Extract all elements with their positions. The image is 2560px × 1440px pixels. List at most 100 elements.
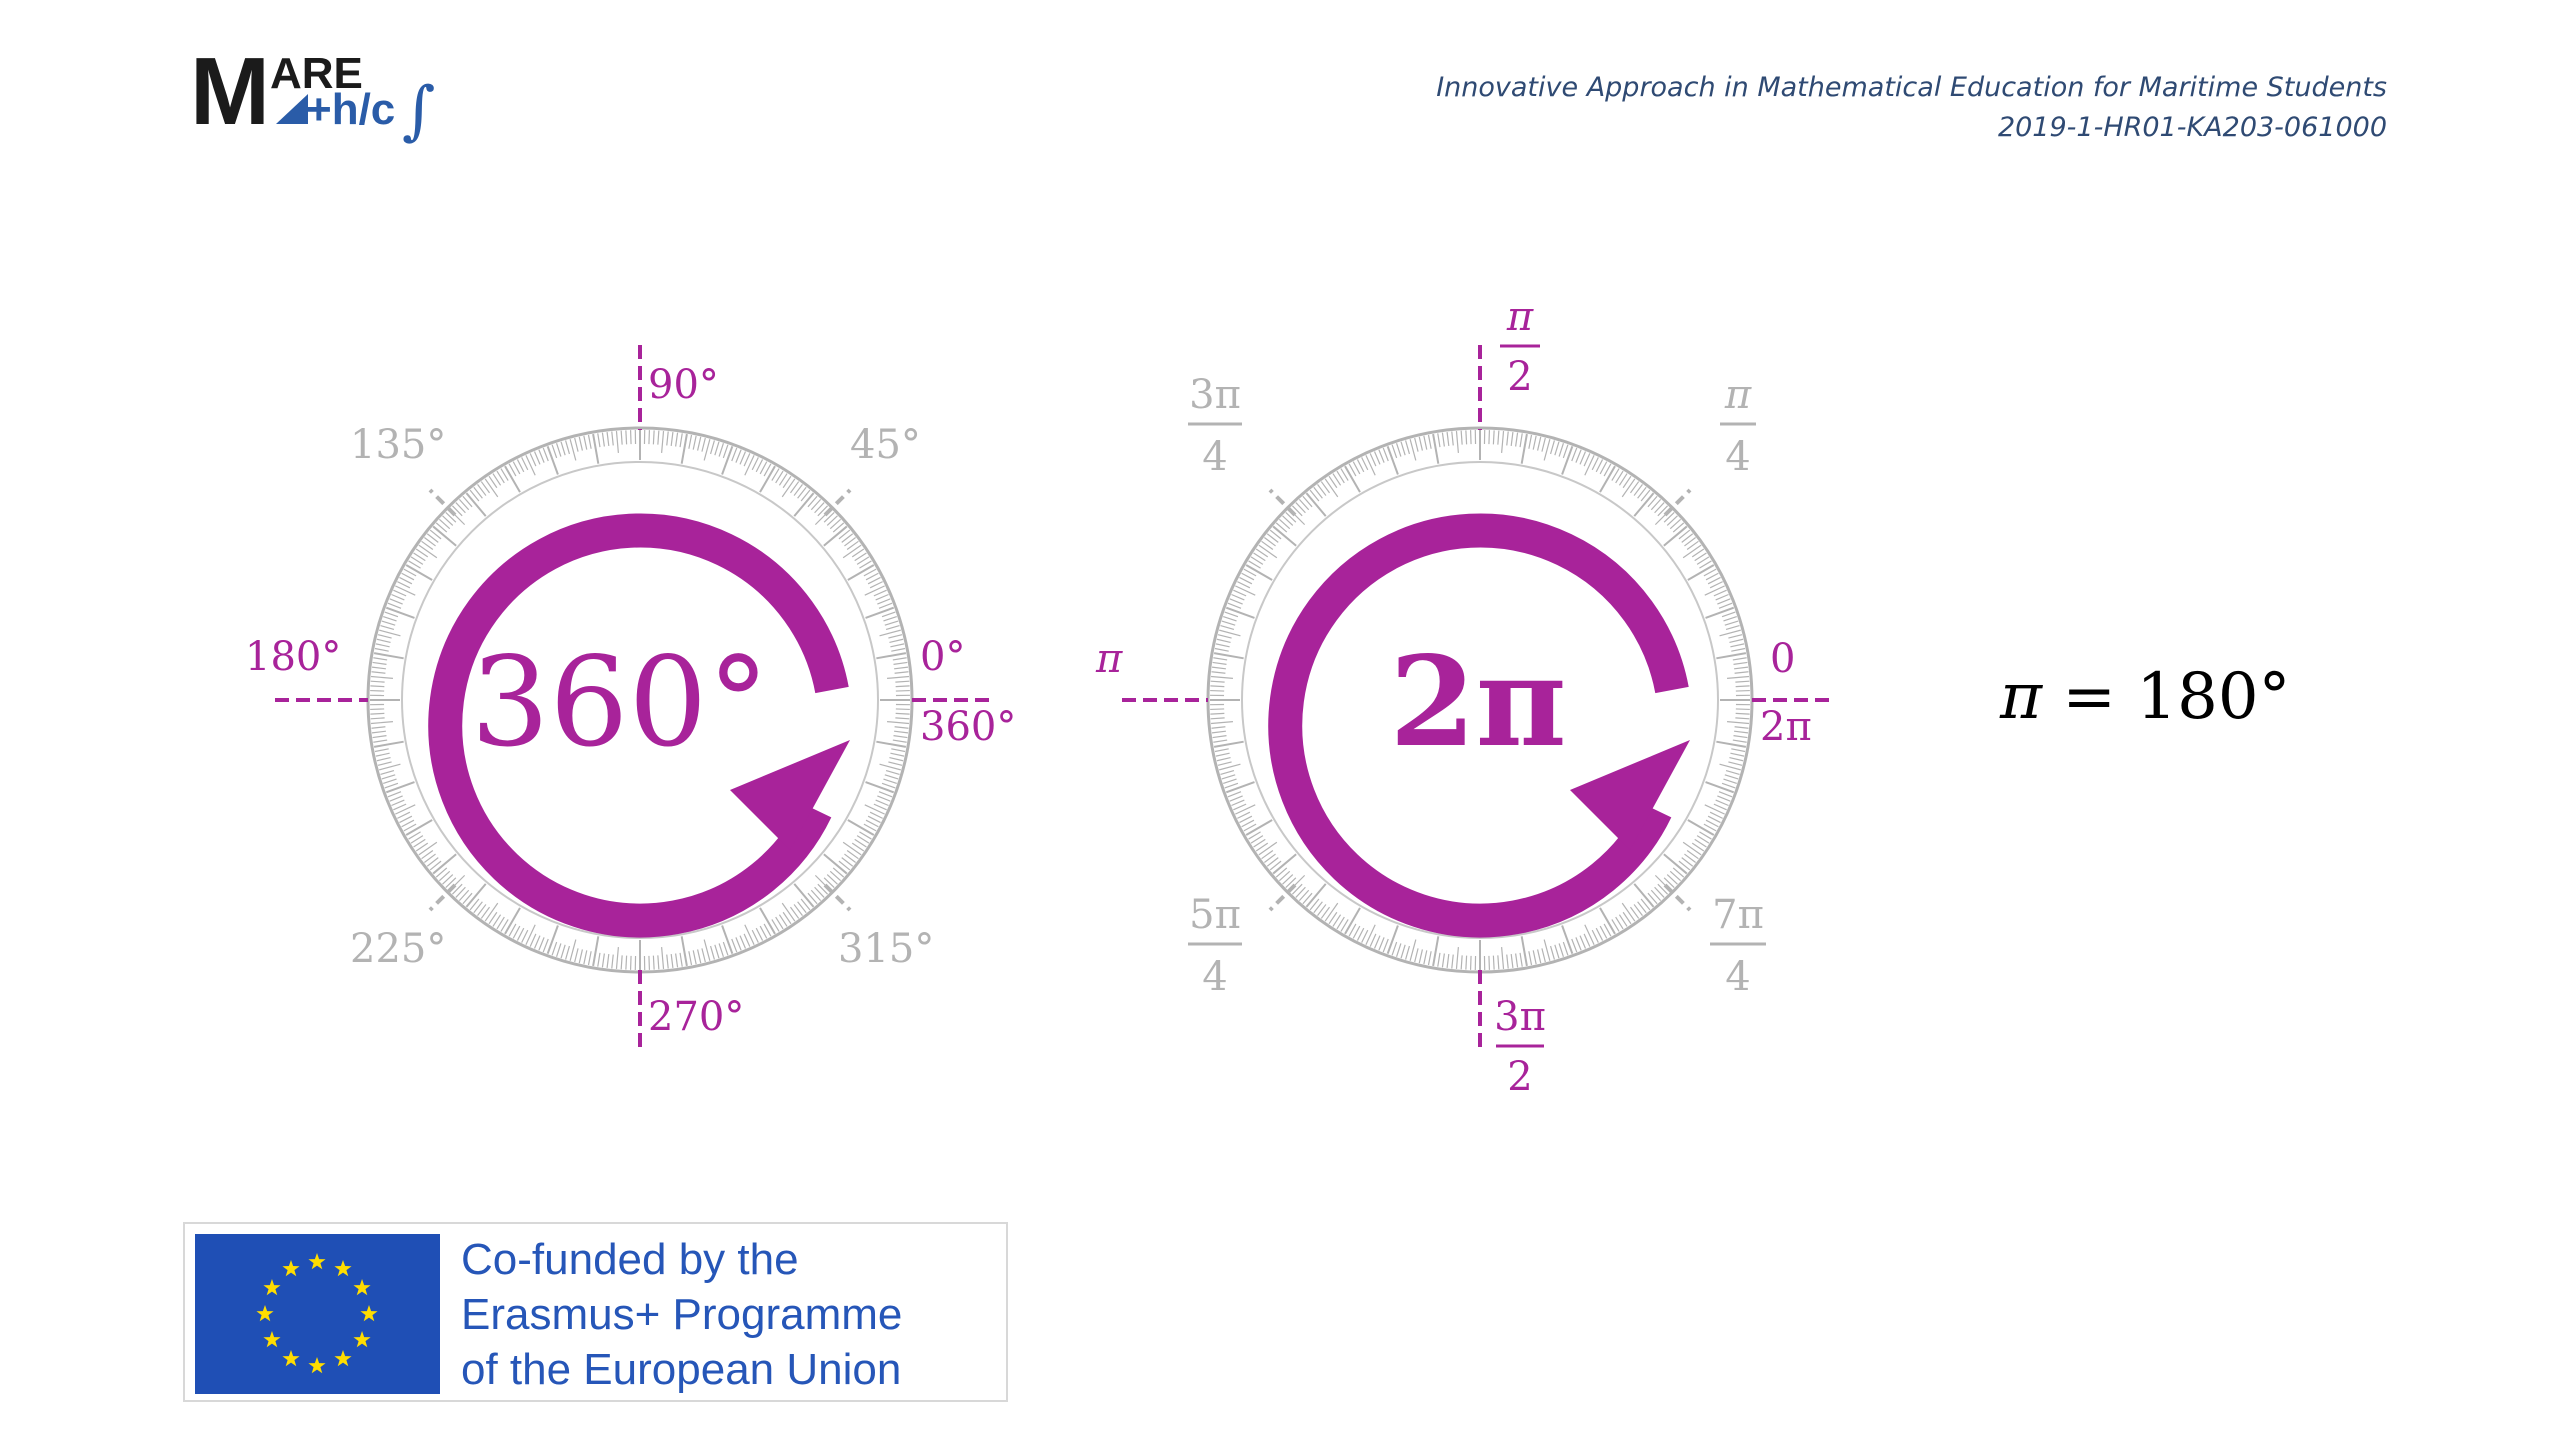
dial-tick	[620, 955, 623, 970]
dial-tick	[814, 502, 825, 514]
dial-tick	[1237, 581, 1251, 589]
dial-tick	[1361, 929, 1369, 943]
dial-tick	[1716, 652, 1747, 660]
dial-tick	[661, 947, 665, 970]
dial-tick	[895, 680, 910, 683]
dial-tick	[1405, 440, 1411, 455]
dial-tick	[894, 726, 909, 729]
dial-tick	[1210, 712, 1225, 715]
label-360: 360°	[920, 704, 1016, 750]
dial-tick	[1253, 838, 1266, 848]
dial-tick	[793, 904, 803, 916]
dial-tick	[569, 939, 577, 961]
dial-tick	[1734, 666, 1749, 670]
dial-tick	[1728, 761, 1743, 766]
dial-tick	[1713, 803, 1727, 811]
dial-tick	[1365, 924, 1376, 945]
dial-tick	[381, 620, 396, 626]
dial-tick	[1245, 819, 1273, 836]
dial-tick	[751, 929, 759, 943]
dial-tick	[606, 431, 610, 446]
dial-tick	[1285, 512, 1297, 523]
dial-tick	[383, 615, 397, 622]
dial-tick	[680, 433, 688, 464]
dial-tick	[1672, 522, 1685, 533]
dial-tick	[1437, 952, 1441, 967]
dial-tick	[781, 902, 796, 922]
dial-tick	[679, 433, 683, 448]
dial-tick	[1734, 671, 1749, 674]
dial-tick	[895, 712, 910, 715]
dial-tick	[1666, 515, 1678, 526]
dial-tick	[458, 889, 470, 902]
dial-tick	[1591, 457, 1599, 471]
dial-tick	[401, 819, 415, 828]
dial-tick	[587, 434, 592, 449]
label-5pi-over-4-den: 4	[1202, 954, 1227, 1000]
dial-tick	[692, 435, 697, 450]
dial-tick	[1215, 752, 1230, 757]
dial-tick	[1575, 449, 1582, 463]
dial-tick	[1510, 954, 1514, 969]
dial-tick	[847, 564, 875, 581]
dial-tick	[877, 598, 891, 605]
dial-tick	[405, 819, 433, 836]
dial-tick	[1541, 437, 1546, 452]
dial-tick	[817, 883, 828, 895]
eu-star-icon	[360, 1305, 378, 1322]
dial-tick	[377, 634, 392, 639]
dial-tick	[670, 431, 674, 446]
dial-tick	[1584, 924, 1595, 945]
dial-tick	[373, 739, 388, 743]
eu-star-icon	[263, 1279, 281, 1296]
dial-tick	[854, 552, 867, 562]
dial-tick	[373, 652, 404, 660]
dial-tick	[885, 625, 900, 631]
label-pi-over-4-den: 4	[1725, 434, 1750, 480]
dial-tick	[521, 929, 529, 943]
dial-tick	[1313, 901, 1323, 914]
dial-tick	[1719, 629, 1741, 637]
dial-tick	[1543, 939, 1551, 961]
dial-tick	[1261, 540, 1274, 551]
dial-tick	[842, 544, 862, 559]
dial-tick	[1703, 568, 1717, 577]
dial-tick	[1583, 453, 1591, 467]
dial-tick	[735, 449, 742, 463]
dial-tick	[1717, 598, 1731, 605]
dial-tick	[1386, 925, 1399, 955]
dial-tick	[1255, 548, 1269, 558]
dial-tick	[373, 740, 404, 748]
dial-tick	[859, 831, 872, 840]
dial-tick	[504, 465, 521, 493]
dial-tick	[841, 857, 854, 867]
dial-tick	[1269, 529, 1282, 540]
dial-tick	[1348, 923, 1357, 937]
dial-tick	[832, 522, 845, 533]
dial-tick	[442, 874, 454, 885]
dial-tick	[1678, 860, 1691, 871]
dial-tick	[1272, 525, 1297, 547]
dial-tick	[1549, 440, 1555, 455]
dial-tick	[826, 515, 838, 526]
dial-tick	[875, 799, 889, 807]
dial-tick	[1460, 430, 1463, 445]
dial-tick	[1382, 938, 1389, 953]
dial-tick	[1561, 925, 1574, 955]
dial-tick	[688, 951, 693, 966]
dial-tick	[883, 778, 897, 785]
dial-tick	[829, 518, 842, 530]
dial-tick	[743, 933, 751, 947]
dial-tick	[551, 444, 558, 459]
dial-tick	[1579, 451, 1587, 465]
dial-tick	[1225, 606, 1255, 619]
dial-tick	[1718, 791, 1733, 798]
dial-tick	[878, 602, 893, 609]
dial-tick	[1640, 898, 1651, 911]
dial-tick	[1520, 433, 1528, 464]
dial-tick	[1492, 955, 1495, 970]
dial-tick	[1302, 495, 1313, 508]
dial-tick	[397, 581, 411, 589]
dial-tick	[863, 568, 877, 577]
dial-tick	[1211, 671, 1226, 674]
